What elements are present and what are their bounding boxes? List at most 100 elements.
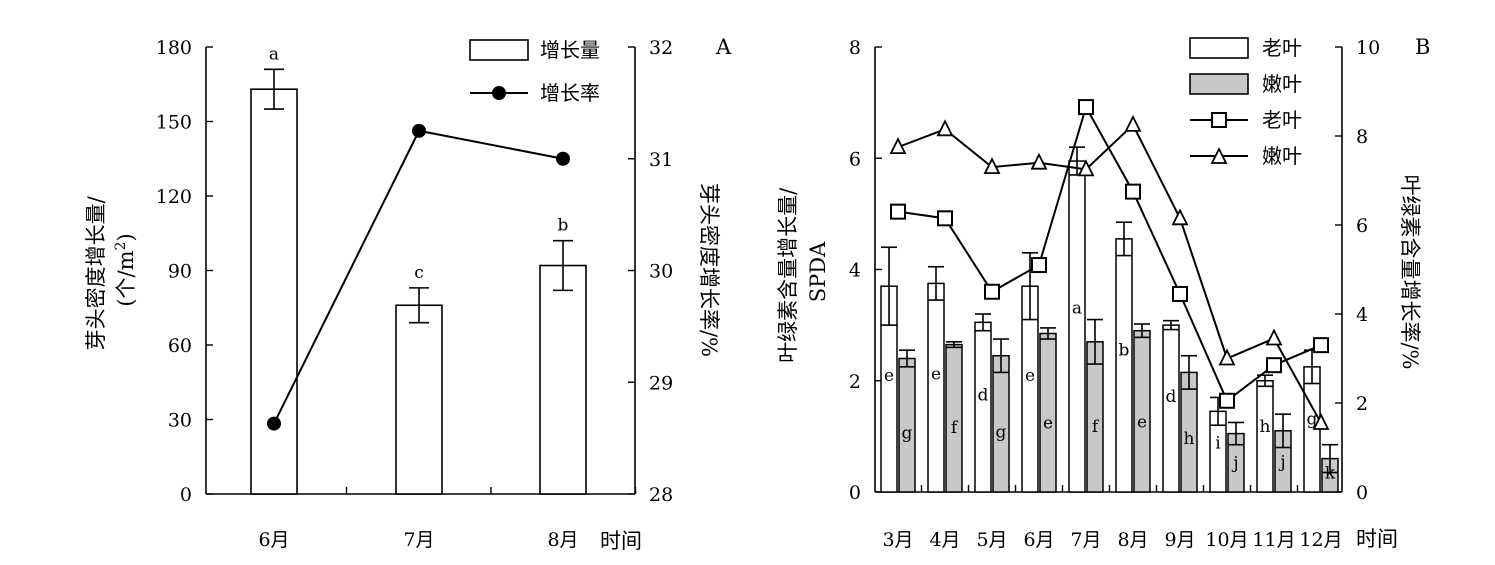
panel-a-ylabel-left-sup: 2 xyxy=(113,242,129,251)
panel-a-ylabel-left: 芽头密度增长量/ (个/m2) xyxy=(84,190,138,351)
panel-b-old-rate-point xyxy=(1266,357,1282,374)
panel-b-sig-letter-old: d xyxy=(978,385,989,405)
panel-a-rate-point xyxy=(556,151,570,166)
panel-b-sig-letter-young: e xyxy=(1137,412,1147,432)
panel-b-sig-letter-young: g xyxy=(902,424,913,444)
panel-b: B 时间 叶绿素含量增长量/ SPDA 叶绿素含量增长率/% 0 2 4 6 8 0 2 4 6… xyxy=(776,35,1430,551)
panel-a-right-tick-label: 30 xyxy=(649,261,673,283)
panel-b-legend-old-line-label: 老叶 xyxy=(1262,108,1302,132)
panel-b-right-tick-label: 8 xyxy=(1356,126,1368,148)
panel-b-young-rate-point xyxy=(1265,328,1283,346)
panel-b-old-rate-point xyxy=(984,283,1000,300)
panel-b-old-rate-point xyxy=(937,210,953,227)
panel-b-old-rate-point xyxy=(890,203,906,220)
panel-a-left-tick-label: 0 xyxy=(180,484,192,506)
panel-b-legend-young-line-marker xyxy=(1210,146,1228,164)
panel-b-sig-letter-old: e xyxy=(1025,366,1035,386)
panel-b-sig-letter-young: f xyxy=(951,418,959,438)
panel-b-x-tick-label: 12月 xyxy=(1299,529,1342,551)
panel-b-ylabel-left: 叶绿素含量增长量/ SPDA xyxy=(776,181,830,363)
panel-a-rate-point xyxy=(267,416,281,431)
panel-b-young-rate-line xyxy=(897,123,1322,424)
panel-b-young-rate-point xyxy=(1171,208,1189,226)
panel-b-young-rate-point xyxy=(1218,348,1236,366)
panel-a-ylabel-right: 芽头密度增长率/% xyxy=(697,183,721,357)
panel-b-bar-old xyxy=(927,282,945,493)
panel-b-sig-letter-old: g xyxy=(1307,409,1318,429)
panel-b-x-tick-label: 10月 xyxy=(1205,529,1248,551)
panel-a-right-tick-label: 29 xyxy=(649,372,673,394)
panel-b-x-tick-label: 5月 xyxy=(976,529,1007,551)
panel-a-x-tick-label: 6月 xyxy=(258,529,289,551)
panel-b-sig-letter-young: j xyxy=(1278,453,1285,473)
panel-a-bar xyxy=(250,88,298,495)
panel-b-sig-letter-young: g xyxy=(996,422,1007,442)
panel-b-legend-old-line-marker xyxy=(1211,112,1227,128)
panel-b-x-tick-label: 4月 xyxy=(929,529,960,551)
panel-a-right-tick-label: 32 xyxy=(649,37,673,59)
panel-b-right-tick-label: 6 xyxy=(1356,215,1368,237)
panel-a: A 时间 芽头密度增长量/ (个/m2) 芽头密度增长率/% 0 30 60 90 12… xyxy=(84,35,732,553)
panel-b-right-tick-label: 2 xyxy=(1356,393,1368,415)
panel-b-sig-letter-old: e xyxy=(931,364,941,384)
panel-b-x-tick-label: 3月 xyxy=(882,529,913,551)
panel-b-right-tick-label: 4 xyxy=(1356,304,1368,326)
panel-a-left-tick-label: 120 xyxy=(156,186,192,208)
panel-b-young-rate-point xyxy=(1312,413,1330,430)
panel-b-bar-old xyxy=(1068,160,1086,493)
panel-b-ylabel-left-line1: 叶绿素含量增长量/ xyxy=(776,187,800,363)
panel-b-right-tick-label: 10 xyxy=(1356,37,1380,59)
panel-b-old-rate-point xyxy=(1125,183,1141,200)
panel-a-left-tick-label: 150 xyxy=(156,112,192,134)
panel-b-bar-old xyxy=(1162,324,1180,493)
panel-b-old-rate-point xyxy=(1172,285,1188,302)
panel-b-left-tick-label: 0 xyxy=(849,482,861,504)
panel-a-ylabel-left-close: ) xyxy=(114,233,138,241)
panel-a-x-tick-label: 8月 xyxy=(547,529,578,551)
panel-a-left-tick-label: 180 xyxy=(156,37,192,59)
panel-b-sig-letter-old: b xyxy=(1119,340,1130,360)
panel-b-young-rate-point xyxy=(983,157,1001,175)
panel-a-x-tick-label: 7月 xyxy=(403,529,434,551)
panel-b-young-rate-point xyxy=(1030,152,1048,170)
panel-b-xlabel: 时间 xyxy=(1356,527,1398,551)
panel-b-old-rate-point xyxy=(1219,392,1235,409)
panel-b-sig-letter-old: d xyxy=(1166,387,1177,407)
panel-b-sig-letter-young: f xyxy=(1092,417,1100,437)
panel-b-bar-old xyxy=(1115,238,1133,493)
panel-b-left-tick-label: 6 xyxy=(849,148,861,170)
panel-b-sig-letter-old: h xyxy=(1260,417,1271,437)
panel-b-legend-old-bar-label: 老叶 xyxy=(1262,36,1302,60)
panel-a-legend-bar-swatch xyxy=(469,39,529,61)
panel-b-legend-old-bar-swatch xyxy=(1189,37,1249,59)
panel-a-legend-line-marker xyxy=(492,86,506,100)
panel-b-sig-letter-old: a xyxy=(1072,298,1082,318)
panel-a-legend-bar-label: 增长量 xyxy=(540,38,600,62)
panel-b-sig-letter-old: e xyxy=(884,366,894,386)
panel-a-rate-point xyxy=(412,123,426,138)
panel-b-legend-young-line-label: 嫩叶 xyxy=(1262,144,1302,168)
panel-a-bar xyxy=(539,264,587,495)
panel-b-sig-letter-old: i xyxy=(1215,433,1221,453)
panel-b-old-rate-point xyxy=(1031,257,1047,274)
panel-a-bar xyxy=(395,304,443,495)
panel-a-legend-line-label: 增长率 xyxy=(540,81,600,105)
panel-b-x-tick-label: 11月 xyxy=(1252,529,1295,551)
panel-b-sig-letter-young: k xyxy=(1325,464,1336,484)
panel-b-legend-young-bar-swatch xyxy=(1189,73,1249,95)
panel-b-old-rate-line xyxy=(897,104,1322,403)
panel-b-sig-letter-young: j xyxy=(1231,454,1238,474)
panel-b-label: B xyxy=(1415,35,1430,59)
panel-b-x-tick-label: 8月 xyxy=(1117,529,1148,551)
panel-b-bar-young xyxy=(1133,329,1151,493)
panel-a-ylabel-left-line1: 芽头密度增长量/ xyxy=(84,195,108,350)
panel-b-x-tick-label: 9月 xyxy=(1164,529,1195,551)
panel-b-old-rate-point xyxy=(1078,99,1094,116)
panel-b-sig-letter-young: h xyxy=(1184,429,1195,449)
panel-b-old-rate-point xyxy=(1313,337,1329,354)
panel-a-ylabel-left-line2: (个/m2) xyxy=(113,233,138,306)
panel-b-legend-young-bar-label: 嫩叶 xyxy=(1262,72,1302,96)
panel-b-young-rate-point xyxy=(1124,114,1142,132)
panel-a-sig-letter: c xyxy=(414,263,424,283)
